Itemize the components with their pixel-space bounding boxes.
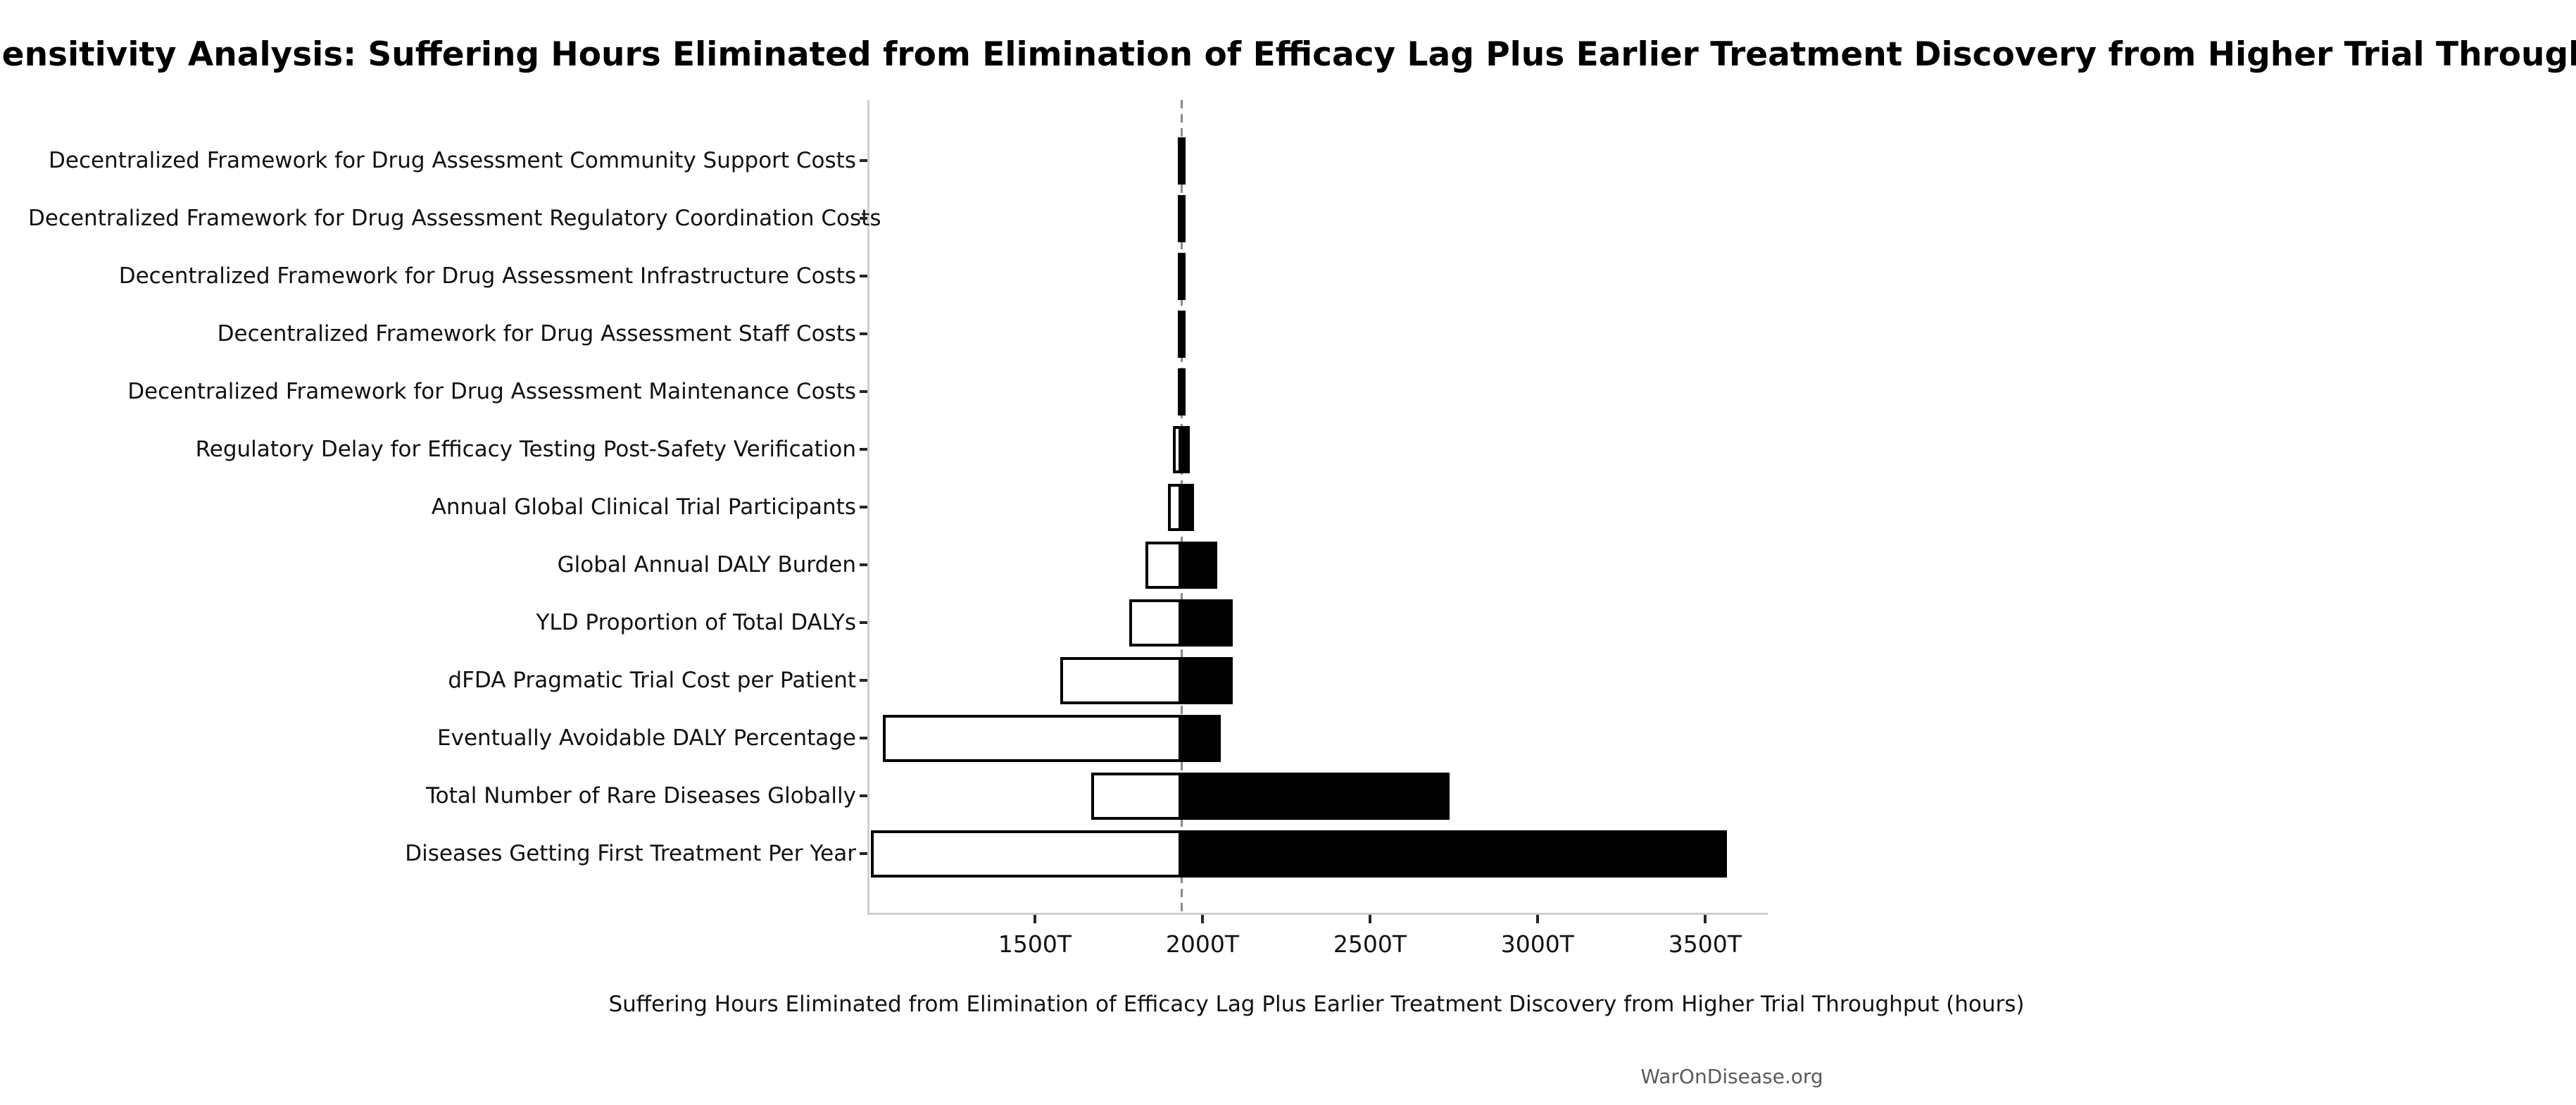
y-axis-tick [860,390,867,393]
bar-high-segment [1181,541,1218,589]
y-tick-label: Decentralized Framework for Drug Assessm… [118,263,856,289]
y-axis-tick [860,275,867,277]
y-tick-label: Regulatory Delay for Efficacy Testing Po… [195,437,856,462]
bar-low-segment [1129,599,1182,647]
y-tick-label: Diseases Getting First Treatment Per Yea… [405,841,856,866]
bar-low-segment [882,714,1182,762]
y-tick-label: YLD Proportion of Total DALYs [536,610,857,635]
bar-low-segment [1168,483,1182,531]
footer-text: WarOnDisease.org [1640,1065,1823,1088]
y-axis-tick [860,737,867,739]
y-tick-label: Annual Global Clinical Trial Participant… [431,494,856,520]
bar-high-segment [1181,772,1450,820]
bar-low-segment [1173,425,1182,473]
y-axis-tick [860,621,867,624]
bar-high-segment [1181,425,1190,473]
y-tick-label: Decentralized Framework for Drug Assessm… [49,148,856,173]
bar-range-sliver [1178,310,1186,358]
bar-high-segment [1181,656,1233,704]
bar-low-segment [1060,656,1182,704]
x-axis-tick [1033,915,1036,923]
bar-low-segment [1145,541,1182,589]
y-tick-label: Decentralized Framework for Drug Assessm… [217,321,856,347]
y-axis-tick [860,679,867,682]
plot-area [867,100,1768,915]
bar-high-segment [1181,714,1221,762]
y-tick-label: Global Annual DALY Burden [557,552,856,578]
y-tick-label: Total Number of Rare Diseases Globally [426,783,856,809]
bar-range-sliver [1178,137,1186,185]
y-axis-tick [860,794,867,797]
y-axis-tick [860,506,867,508]
bar-high-segment [1181,830,1727,878]
bar-range-sliver [1178,252,1186,300]
y-axis-tick [860,448,867,451]
y-tick-label: Decentralized Framework for Drug Assessm… [28,206,881,231]
y-axis-tick [860,563,867,566]
bar-range-sliver [1178,368,1186,416]
y-axis-tick [860,852,867,855]
x-axis-tick [1200,915,1204,923]
y-axis-tick [860,159,867,162]
bar-range-sliver [1178,194,1186,242]
bar-high-segment [1181,599,1233,647]
bar-low-segment [871,830,1182,878]
y-tick-label: Decentralized Framework for Drug Assessm… [127,379,856,404]
chart-title: Sensitivity Analysis: Suffering Hours El… [0,35,2576,74]
x-tick-label: 2500T [1333,930,1407,958]
x-tick-label: 3500T [1668,930,1742,958]
x-axis-tick [1368,915,1371,923]
x-axis-tick [1535,915,1539,923]
bar-low-segment [1091,772,1182,820]
x-axis-label: Suffering Hours Eliminated from Eliminat… [608,992,2025,1017]
y-tick-label: dFDA Pragmatic Trial Cost per Patient [448,668,856,693]
x-tick-label: 2000T [1165,930,1240,958]
y-axis-tick [860,217,867,220]
x-tick-label: 1500T [998,930,1072,958]
y-axis-tick [860,332,867,335]
x-axis-tick [1703,915,1707,923]
bar-high-segment [1181,483,1195,531]
x-tick-label: 3000T [1500,930,1574,958]
y-tick-label: Eventually Avoidable DALY Percentage [437,725,856,751]
